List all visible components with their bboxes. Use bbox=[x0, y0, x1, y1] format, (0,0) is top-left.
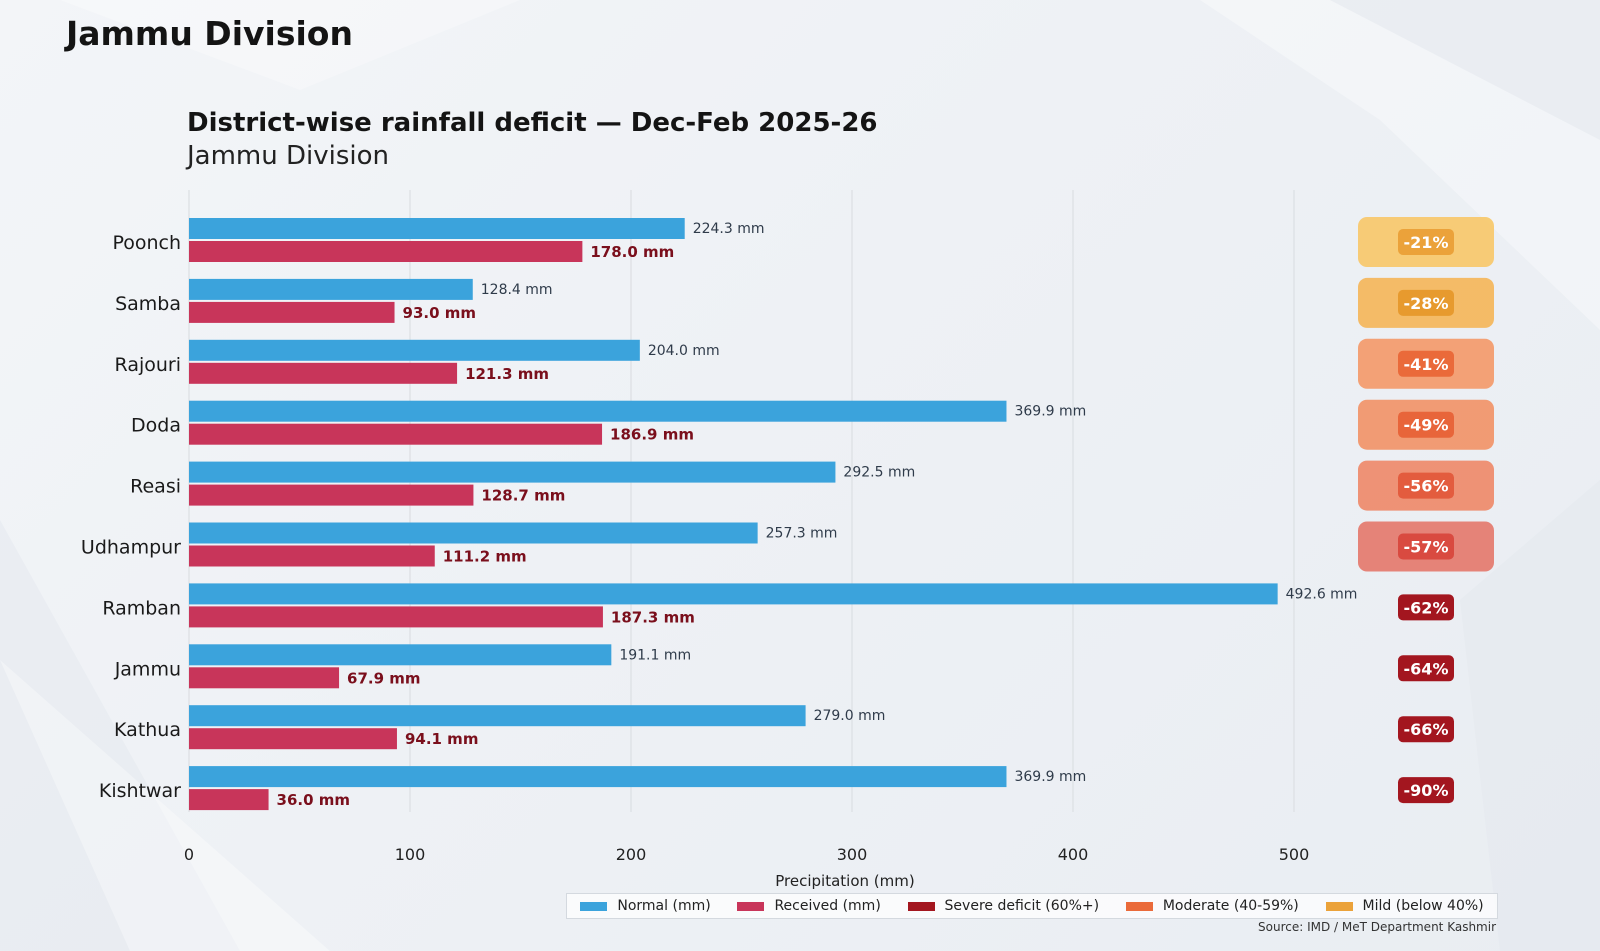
data-label-received-rajouri: 121.3 mm bbox=[465, 365, 549, 383]
legend-label-severe: Severe deficit (60%+) bbox=[944, 898, 1100, 914]
data-label-normal-ramban: 492.6 mm bbox=[1286, 586, 1358, 602]
data-label-received-samba: 93.0 mm bbox=[403, 304, 477, 322]
bar-normal-kathua bbox=[189, 705, 806, 727]
legend-swatch-normal bbox=[580, 901, 608, 911]
bar-normal-samba bbox=[189, 278, 473, 300]
bar-received-samba bbox=[189, 301, 395, 323]
deficit-badge-udhampur bbox=[1398, 533, 1454, 560]
bar-normal-poonch bbox=[189, 218, 685, 239]
deficit-label-kishtwar: -90% bbox=[1404, 781, 1449, 800]
bar-normal-ramban bbox=[189, 583, 1278, 605]
x-tick-label: 0 bbox=[184, 845, 194, 864]
category-label-poonch: Poonch bbox=[112, 232, 181, 254]
category-label-kishtwar: Kishtwar bbox=[99, 780, 181, 802]
bar-received-rajouri bbox=[189, 362, 458, 384]
deficit-badge-samba bbox=[1398, 289, 1454, 316]
data-label-normal-kishtwar: 369.9 mm bbox=[1014, 769, 1086, 785]
deficit-badge-kishtwar bbox=[1398, 777, 1454, 804]
source-note: Source: IMD / MeT Department Kashmir bbox=[1258, 920, 1497, 934]
legend-label-moderate: Moderate (40-59%) bbox=[1162, 898, 1299, 914]
legend-swatch-moderate bbox=[1125, 901, 1153, 911]
category-label-jammu: Jammu bbox=[114, 658, 181, 680]
data-label-received-doda: 186.9 mm bbox=[610, 426, 694, 444]
data-label-received-ramban: 187.3 mm bbox=[611, 608, 695, 626]
deficit-badge-poonch bbox=[1398, 229, 1454, 255]
data-label-received-reasi: 128.7 mm bbox=[481, 487, 565, 505]
data-label-received-jammu: 67.9 mm bbox=[347, 669, 421, 687]
legend-item-mild: Mild (below 40%) bbox=[1325, 898, 1484, 914]
bar-normal-udhampur bbox=[189, 522, 758, 544]
category-label-doda: Doda bbox=[131, 415, 181, 437]
bar-normal-reasi bbox=[189, 461, 836, 483]
chart-title: District-wise rainfall deficit — Dec-Feb… bbox=[187, 108, 878, 138]
legend-item-severe: Severe deficit (60%+) bbox=[907, 898, 1100, 914]
data-label-normal-jammu: 191.1 mm bbox=[619, 647, 691, 663]
deficit-badge-jammu bbox=[1398, 655, 1454, 682]
data-label-normal-samba: 128.4 mm bbox=[481, 282, 553, 298]
legend-item-normal: Normal (mm) bbox=[580, 898, 711, 914]
data-label-received-kishtwar: 36.0 mm bbox=[277, 791, 351, 809]
x-tick-label: 200 bbox=[616, 845, 647, 864]
legend-label-mild: Mild (below 40%) bbox=[1362, 898, 1484, 914]
legend-item-received: Received (mm) bbox=[737, 898, 881, 914]
legend-swatch-mild bbox=[1325, 901, 1353, 911]
bar-received-kishtwar bbox=[189, 789, 269, 811]
bar-received-doda bbox=[189, 423, 603, 445]
bar-received-udhampur bbox=[189, 545, 435, 567]
bar-normal-rajouri bbox=[189, 339, 640, 361]
data-label-normal-rajouri: 204.0 mm bbox=[648, 343, 720, 359]
data-label-normal-doda: 369.9 mm bbox=[1014, 404, 1086, 420]
page-heading: Jammu Division bbox=[66, 14, 353, 53]
x-tick-label: 100 bbox=[395, 845, 426, 864]
category-label-samba: Samba bbox=[115, 293, 181, 315]
legend-item-moderate: Moderate (40-59%) bbox=[1125, 898, 1299, 914]
data-label-normal-udhampur: 257.3 mm bbox=[766, 526, 838, 542]
bar-received-kathua bbox=[189, 728, 397, 750]
bar-received-ramban bbox=[189, 606, 603, 628]
data-label-received-kathua: 94.1 mm bbox=[405, 730, 479, 748]
category-label-ramban: Ramban bbox=[102, 597, 181, 619]
data-label-normal-kathua: 279.0 mm bbox=[814, 708, 886, 724]
data-label-normal-reasi: 292.5 mm bbox=[843, 465, 915, 481]
legend-swatch-severe bbox=[907, 901, 935, 911]
x-tick-label: 400 bbox=[1058, 845, 1089, 864]
deficit-badge-reasi bbox=[1398, 472, 1454, 499]
x-tick-label: 500 bbox=[1279, 845, 1310, 864]
category-label-kathua: Kathua bbox=[114, 719, 181, 741]
chart-subtitle: Jammu Division bbox=[187, 141, 390, 171]
bar-received-reasi bbox=[189, 484, 474, 506]
deficit-label-reasi: -56% bbox=[1404, 477, 1449, 496]
x-axis-title: Precipitation (mm) bbox=[775, 872, 914, 890]
data-label-received-udhampur: 111.2 mm bbox=[443, 548, 527, 566]
deficit-badge-rajouri bbox=[1398, 350, 1454, 377]
deficit-label-ramban: -62% bbox=[1404, 598, 1449, 617]
deficit-label-poonch: -21% bbox=[1404, 233, 1449, 252]
bar-received-poonch bbox=[189, 241, 583, 262]
deficit-label-jammu: -64% bbox=[1404, 659, 1449, 678]
deficit-badge-kathua bbox=[1398, 716, 1454, 743]
legend: Normal (mm) Received (mm) Severe deficit… bbox=[566, 893, 1498, 919]
legend-label-received: Received (mm) bbox=[774, 898, 881, 914]
x-tick-label: 300 bbox=[837, 845, 868, 864]
category-label-reasi: Reasi bbox=[130, 476, 181, 498]
category-label-rajouri: Rajouri bbox=[115, 354, 181, 376]
bar-normal-jammu bbox=[189, 644, 612, 666]
bar-normal-kishtwar bbox=[189, 766, 1007, 788]
category-label-udhampur: Udhampur bbox=[81, 537, 181, 559]
deficit-label-doda: -49% bbox=[1404, 416, 1449, 435]
deficit-badge-doda bbox=[1398, 411, 1454, 438]
legend-label-normal: Normal (mm) bbox=[617, 898, 711, 914]
deficit-label-samba: -28% bbox=[1404, 294, 1449, 313]
data-label-normal-poonch: 224.3 mm bbox=[693, 221, 765, 237]
deficit-label-udhampur: -57% bbox=[1404, 538, 1449, 557]
bar-received-jammu bbox=[189, 667, 340, 689]
data-label-received-poonch: 178.0 mm bbox=[590, 243, 674, 261]
deficit-badge-ramban bbox=[1398, 594, 1454, 621]
deficit-label-kathua: -66% bbox=[1404, 720, 1449, 739]
bar-normal-doda bbox=[189, 400, 1007, 422]
deficit-label-rajouri: -41% bbox=[1404, 355, 1449, 374]
legend-swatch-received bbox=[737, 901, 765, 911]
